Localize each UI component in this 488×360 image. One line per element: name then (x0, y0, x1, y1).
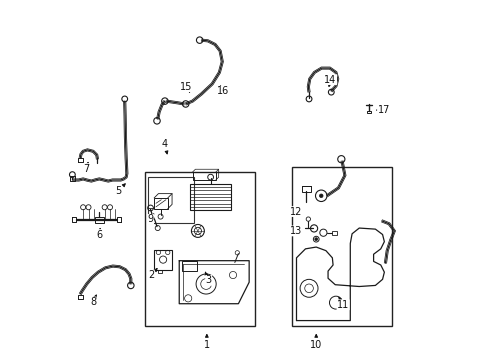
Text: 8: 8 (90, 295, 96, 307)
Bar (94, 217, 104, 223)
Bar (301, 186, 310, 192)
Bar (144, 172, 255, 326)
Bar (148, 177, 194, 223)
Text: 3: 3 (205, 272, 211, 285)
Bar (366, 111, 371, 113)
Text: 16: 16 (216, 86, 229, 96)
Circle shape (319, 194, 323, 198)
Text: 2: 2 (148, 269, 157, 280)
Bar (291, 167, 391, 326)
Text: 6: 6 (96, 228, 102, 239)
Text: 5: 5 (115, 184, 125, 196)
Bar (182, 261, 197, 271)
Text: 7: 7 (82, 162, 89, 174)
Text: 13: 13 (290, 226, 302, 236)
Bar (154, 250, 172, 270)
Circle shape (314, 238, 317, 240)
Bar (190, 184, 231, 211)
Bar (331, 230, 336, 235)
Bar (158, 270, 162, 273)
Text: 11: 11 (336, 297, 348, 310)
Bar (154, 198, 167, 209)
Text: 12: 12 (290, 207, 302, 217)
Text: 10: 10 (309, 334, 322, 350)
Text: 17: 17 (376, 105, 389, 115)
Text: 4: 4 (162, 139, 167, 154)
Text: 14: 14 (324, 75, 336, 86)
Text: 9: 9 (147, 214, 153, 224)
Text: 1: 1 (203, 334, 209, 350)
Text: 15: 15 (180, 82, 192, 92)
Bar (192, 172, 215, 180)
